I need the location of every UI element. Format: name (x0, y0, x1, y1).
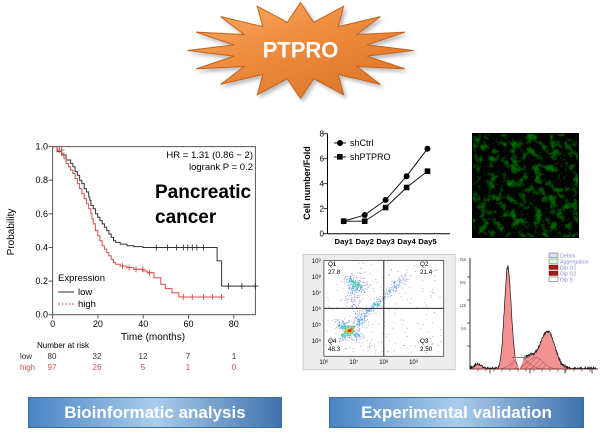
svg-text:10⁸: 10⁸ (312, 274, 322, 281)
svg-text:21.4: 21.4 (420, 269, 433, 276)
svg-text:10⁹: 10⁹ (312, 258, 322, 265)
svg-text:10⁷: 10⁷ (312, 290, 321, 297)
svg-text:20: 20 (93, 319, 103, 329)
svg-text:Probability: Probability (6, 209, 17, 256)
svg-text:1: 1 (232, 352, 237, 361)
svg-text:10⁵: 10⁵ (312, 322, 322, 329)
svg-text:10⁶: 10⁶ (312, 306, 322, 313)
svg-text:1.0: 1.0 (35, 142, 48, 152)
svg-text:10⁴: 10⁴ (312, 338, 322, 345)
svg-text:Q1: Q1 (328, 261, 337, 268)
svg-text:shCtrl: shCtrl (350, 138, 374, 148)
svg-text:10⁶: 10⁶ (319, 359, 329, 366)
svg-text:26: 26 (93, 363, 102, 372)
svg-text:40: 40 (138, 319, 148, 329)
svg-text:27.8: 27.8 (328, 269, 341, 276)
svg-text:12: 12 (139, 352, 148, 361)
svg-text:0.8: 0.8 (35, 175, 48, 185)
svg-text:1: 1 (186, 363, 191, 372)
svg-text:32: 32 (93, 352, 102, 361)
svg-text:Number at risk: Number at risk (37, 341, 90, 350)
svg-text:10⁹: 10⁹ (409, 359, 419, 366)
svg-text:cancer: cancer (155, 207, 217, 228)
svg-text:80: 80 (48, 352, 57, 361)
svg-text:Day3: Day3 (376, 237, 394, 246)
svg-text:Expression: Expression (58, 273, 105, 284)
svg-text:97: 97 (48, 363, 57, 372)
svg-text:2: 2 (320, 205, 325, 214)
svg-text:Day2: Day2 (356, 237, 374, 246)
svg-text:Dip S: Dip S (560, 277, 573, 283)
svg-text:0.0: 0.0 (35, 310, 48, 320)
svg-text:0: 0 (320, 230, 325, 239)
svg-text:80: 80 (229, 319, 239, 329)
svg-text:PTPRO: PTPRO (263, 38, 339, 63)
svg-text:4: 4 (320, 180, 325, 189)
svg-text:128: 128 (460, 303, 467, 308)
svg-text:192: 192 (460, 280, 467, 285)
svg-text:HR = 1.31 (0.86 − 2): HR = 1.31 (0.86 − 2) (166, 150, 253, 161)
svg-text:Q4: Q4 (328, 338, 337, 345)
svg-text:Day5: Day5 (418, 237, 437, 246)
svg-text:Day1: Day1 (335, 237, 354, 246)
svg-text:0.2: 0.2 (35, 276, 48, 286)
svg-text:Cell number/Fold: Cell number/Fold (302, 146, 312, 220)
svg-text:shPTPRO: shPTPRO (350, 152, 391, 162)
svg-text:60: 60 (183, 319, 193, 329)
svg-text:Time (months): Time (months) (121, 332, 185, 343)
svg-text:low: low (20, 352, 32, 361)
svg-text:Pancreatic: Pancreatic (155, 182, 252, 203)
svg-text:5: 5 (141, 363, 146, 372)
svg-text:10⁷: 10⁷ (349, 359, 358, 366)
svg-text:Day4: Day4 (397, 237, 416, 246)
svg-text:256: 256 (460, 257, 467, 262)
svg-text:0: 0 (50, 319, 55, 329)
svg-text:low: low (78, 287, 92, 298)
svg-text:high: high (78, 299, 96, 310)
svg-text:0.6: 0.6 (35, 209, 48, 219)
svg-text:high: high (20, 363, 35, 372)
svg-text:Q3: Q3 (420, 338, 429, 345)
svg-text:6: 6 (320, 155, 325, 164)
svg-text:Q2: Q2 (420, 261, 429, 268)
svg-text:logrank P = 0.2: logrank P = 0.2 (189, 162, 253, 173)
svg-text:64: 64 (461, 326, 466, 331)
svg-text:2.50: 2.50 (420, 346, 433, 353)
svg-text:7: 7 (186, 352, 191, 361)
svg-text:48.3: 48.3 (328, 346, 341, 353)
svg-text:0.4: 0.4 (35, 243, 48, 253)
svg-text:10⁸: 10⁸ (379, 359, 389, 366)
svg-text:0: 0 (232, 363, 237, 372)
svg-text:8: 8 (320, 130, 325, 139)
